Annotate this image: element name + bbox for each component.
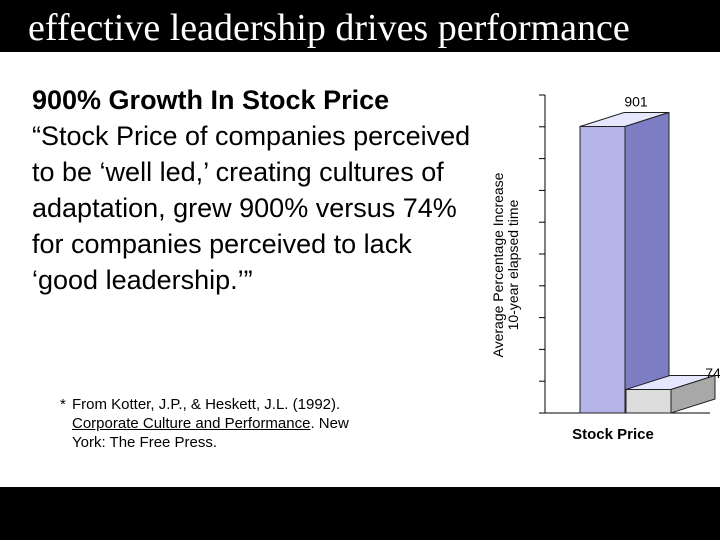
citation-asterisk: * (60, 396, 66, 413)
bar-stock-price-lacking-leadership-front (625, 388, 672, 414)
slide-title-bar: effective leadership drives performance (0, 0, 720, 52)
slide-content: 900% Growth In Stock Price “Stock Price … (0, 52, 720, 487)
data-label-901: 901 (624, 93, 648, 109)
y-axis-label-line-2: 10-year elapsed time (505, 199, 521, 331)
slide-footer-bar (0, 487, 720, 540)
citation-book-title: Corporate Culture and Performance (72, 415, 311, 432)
headline-text-block: 900% Growth In Stock Price “Stock Price … (32, 82, 482, 298)
headline: 900% Growth In Stock Price (32, 85, 390, 115)
citation-line-1: From Kotter, J.P., & Heskett, J.L. (1992… (72, 396, 341, 413)
y-axis-label-line-1: Average Percentage Increase (490, 172, 506, 358)
quote-body: “Stock Price of companies perceived to b… (32, 121, 471, 295)
stock-price-chart: 901 74 Stock Price (539, 93, 720, 443)
slide-title: effective leadership drives performance (28, 7, 630, 49)
citation-after-book: . New (310, 415, 349, 432)
bar-stock-price-well-led-side (624, 111, 670, 414)
citation-line-3: York: The Free Press. (72, 434, 218, 451)
data-label-74: 74 (705, 365, 720, 381)
bar-stock-price-lacking-leadership-side (670, 374, 716, 414)
citation-line-2: Corporate Culture and Performance. New (72, 414, 349, 433)
bar-stock-price-well-led-front (579, 125, 626, 414)
x-category-label: Stock Price (572, 426, 654, 443)
